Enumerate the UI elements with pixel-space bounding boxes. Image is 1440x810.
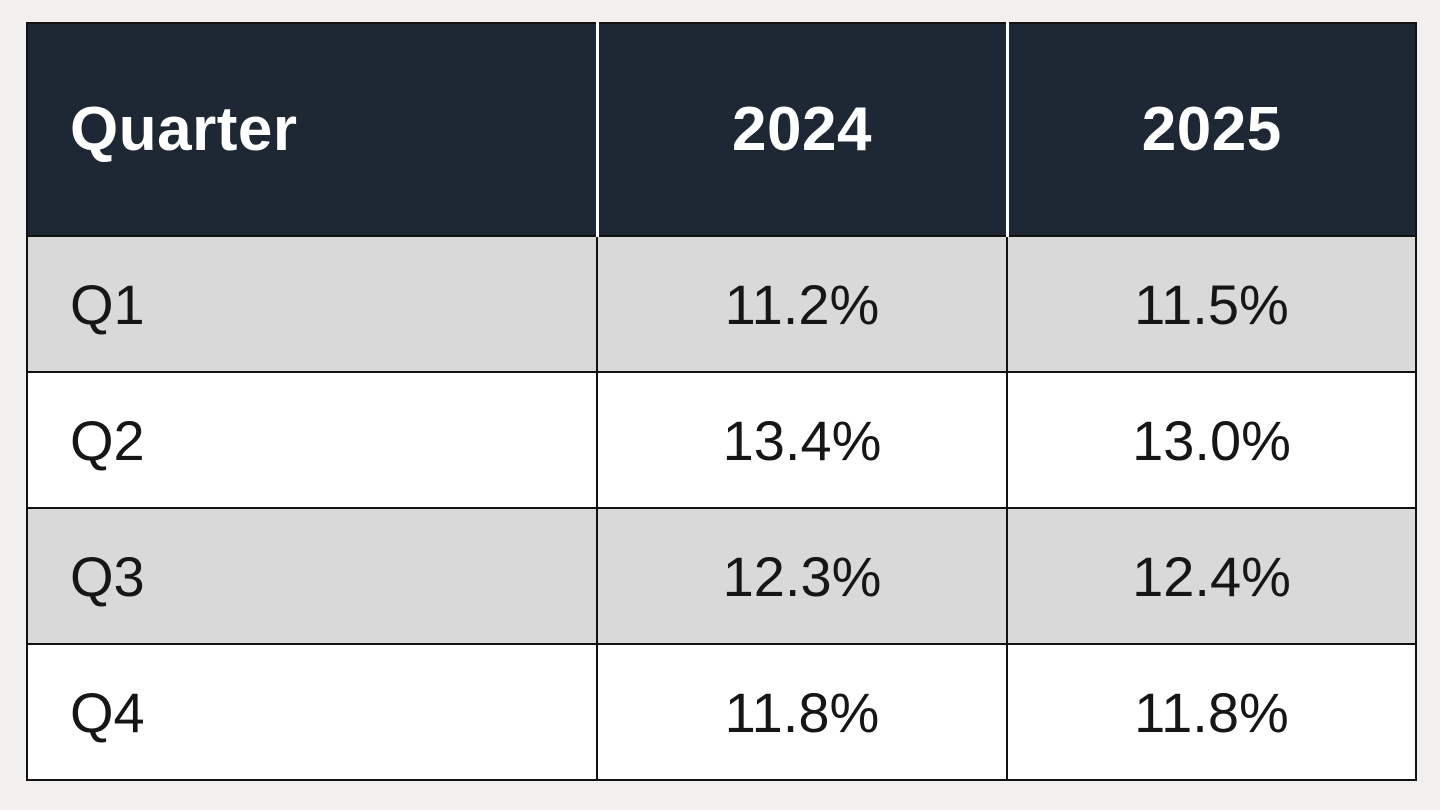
table-row-q3: Q3 12.3% 12.4% bbox=[27, 507, 1416, 644]
table-row-q1: Q1 11.2% 11.5% bbox=[27, 235, 1416, 372]
table-row-q4: Q4 11.8% 11.8% bbox=[27, 643, 1416, 780]
cell-q2-2025: 13.0% bbox=[1006, 371, 1416, 508]
table-row-q2: Q2 13.4% 13.0% bbox=[27, 371, 1416, 508]
cell-q3-2025: 12.4% bbox=[1006, 507, 1416, 644]
header-cell-quarter: Quarter bbox=[27, 23, 597, 236]
cell-q4-2024: 11.8% bbox=[596, 643, 1007, 780]
header-cell-2024: 2024 bbox=[595, 23, 1007, 236]
header-cell-2025: 2025 bbox=[1005, 23, 1416, 236]
row-label-q4: Q4 bbox=[27, 643, 597, 780]
quarterly-comparison-table: Quarter 2024 2025 Q1 11.2% 11.5% Q2 13.4… bbox=[26, 22, 1417, 781]
table-header-row: Quarter 2024 2025 bbox=[27, 23, 1416, 236]
cell-q3-2024: 12.3% bbox=[596, 507, 1007, 644]
cell-q1-2024: 11.2% bbox=[596, 235, 1007, 372]
cell-q2-2024: 13.4% bbox=[596, 371, 1007, 508]
cell-q1-2025: 11.5% bbox=[1006, 235, 1416, 372]
row-label-q3: Q3 bbox=[27, 507, 597, 644]
row-label-q2: Q2 bbox=[27, 371, 597, 508]
row-label-q1: Q1 bbox=[27, 235, 597, 372]
cell-q4-2025: 11.8% bbox=[1006, 643, 1416, 780]
